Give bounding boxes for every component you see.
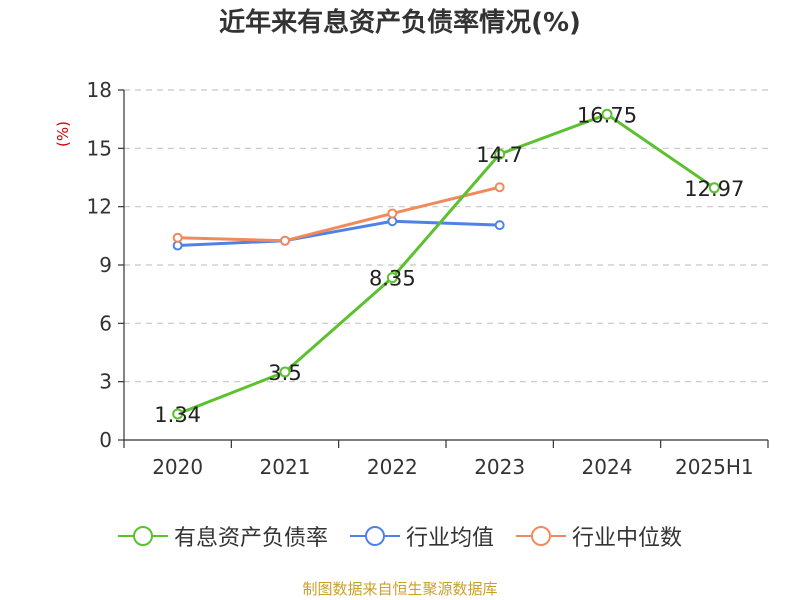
data-label: 8.35 bbox=[369, 267, 416, 291]
y-tick-label: 15 bbox=[87, 136, 112, 160]
x-tick-label: 2020 bbox=[152, 455, 203, 479]
legend-marker-blue bbox=[349, 526, 400, 546]
data-label: 3.5 bbox=[268, 361, 301, 385]
series-line bbox=[177, 112, 716, 416]
data-label: 16.75 bbox=[577, 103, 637, 127]
legend-marker-orange bbox=[516, 526, 566, 546]
data-point bbox=[280, 235, 290, 246]
series-line bbox=[177, 185, 501, 243]
legend-item-industry-median[interactable]: 行业中位数 bbox=[516, 520, 682, 552]
x-tick-label: 2023 bbox=[474, 455, 525, 479]
data-point bbox=[494, 148, 506, 160]
data-point bbox=[494, 220, 505, 231]
y-tick-label: 12 bbox=[87, 195, 112, 219]
chart-title: 近年来有息资产负债率情况(%) bbox=[219, 8, 581, 38]
x-tick-label: 2024 bbox=[582, 455, 633, 479]
data-label: 12.97 bbox=[684, 177, 744, 201]
y-tick-label: 9 bbox=[99, 253, 112, 277]
legend-marker-green bbox=[117, 526, 168, 546]
data-label: 1.34 bbox=[154, 403, 201, 427]
x-tick-label: 2022 bbox=[367, 455, 418, 479]
data-point bbox=[172, 408, 184, 420]
legend-label: 有息资产负债率 bbox=[173, 526, 328, 551]
data-point bbox=[279, 366, 291, 378]
data-point bbox=[708, 182, 720, 194]
legend-item-interest-debt-ratio[interactable]: 有息资产负债率 bbox=[117, 520, 328, 552]
legend-item-industry-mean[interactable]: 行业均值 bbox=[349, 520, 494, 552]
x-tick-label: 2025H1 bbox=[675, 455, 754, 479]
y-tick-label: 6 bbox=[99, 311, 112, 335]
data-point bbox=[494, 182, 505, 193]
data-point bbox=[601, 108, 613, 120]
source-note: 制图数据来自恒生聚源数据库 bbox=[302, 580, 498, 598]
legend-label: 行业均值 bbox=[405, 526, 494, 551]
data-label: 14.7 bbox=[476, 143, 523, 167]
series-line bbox=[177, 219, 500, 248]
x-tick-label: 2021 bbox=[260, 455, 311, 479]
data-point bbox=[387, 208, 398, 219]
data-point bbox=[172, 232, 183, 243]
data-point bbox=[386, 272, 398, 284]
y-tick-label: 18 bbox=[87, 78, 112, 102]
legend: 有息资产负债率 行业均值 行业中位数 bbox=[0, 518, 800, 554]
y-tick-label: 0 bbox=[99, 428, 112, 452]
y-tick-label: 3 bbox=[99, 370, 112, 394]
legend-label: 行业中位数 bbox=[572, 526, 683, 551]
